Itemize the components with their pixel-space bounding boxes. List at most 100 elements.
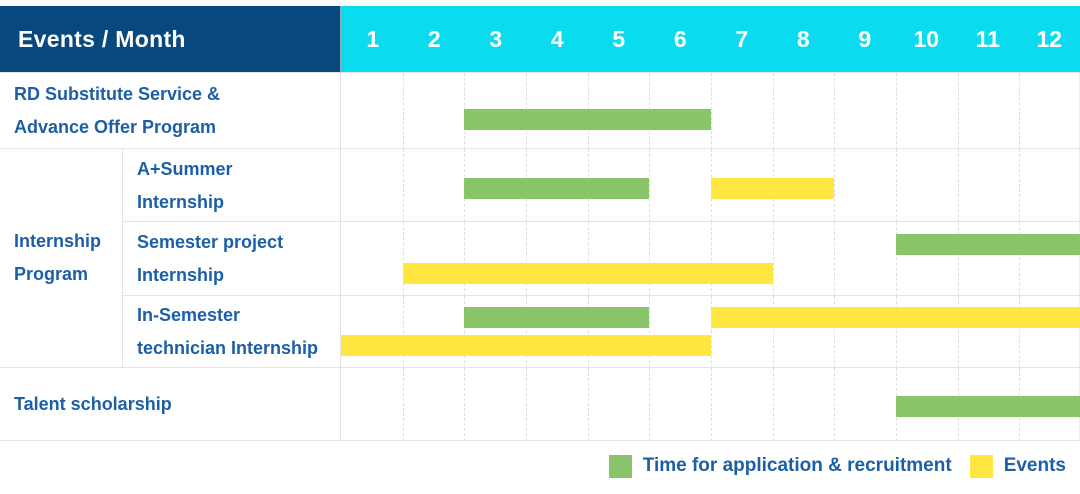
legend: Time for application & recruitment Events [608, 452, 1066, 480]
row-label-line: A+Summer [137, 158, 233, 179]
green-bar-months-10-12 [896, 234, 1080, 255]
month-gridline [772, 368, 774, 441]
yellow-bar-months-7-12 [711, 307, 1080, 328]
month-gridline [464, 368, 466, 441]
chart-cell-rd-substitute-advance-offer [340, 73, 1080, 149]
table-row-in-semester-technician-internship: In-Semester technician Internship [0, 296, 1080, 368]
month-gridline [834, 368, 836, 441]
row-label-line: Semester project [137, 232, 284, 252]
row-label-a-summer-internship: A+Summer Internship [123, 149, 340, 222]
month-gridline [649, 296, 651, 368]
month-header-11: 11 [975, 25, 1000, 52]
month-gridline [526, 296, 527, 368]
row-label-line: In-Semester [137, 305, 241, 325]
green-bar-months-3-5 [464, 307, 650, 328]
month-gridline [957, 296, 959, 368]
row-label-line: Internship [137, 265, 225, 285]
month-gridline [711, 73, 712, 149]
month-gridline [526, 222, 527, 296]
table-row-rd-substitute-advance-offer: RD Substitute Service & Advance Offer Pro… [0, 73, 1080, 149]
month-header-9: 9 [858, 25, 872, 52]
row-label-rd-substitute-advance-offer: RD Substitute Service & Advance Offer Pro… [0, 73, 340, 149]
legend-label: Time for application & recruitment [642, 455, 952, 476]
month-header-8: 8 [796, 25, 810, 52]
month-gridline [587, 222, 589, 296]
row-divider [0, 148, 1080, 149]
month-gridline [772, 222, 774, 296]
month-header-strip: 1 2 3 4 5 6 7 8 9 10 11 12 [340, 6, 1080, 72]
green-bar-months-3-6 [464, 109, 711, 130]
row-label-line: Talent scholarship [14, 394, 172, 414]
month-gridline [834, 73, 836, 149]
table-header-row: Events / Month 1 2 3 4 5 6 7 8 9 10 11 12 [0, 6, 1080, 73]
row-label-line: RD Substitute Service & [14, 84, 221, 104]
month-header-5: 5 [612, 25, 626, 52]
month-gridline [464, 296, 466, 368]
month-gridline [526, 368, 527, 441]
month-gridline [649, 149, 651, 222]
month-gridline [402, 73, 404, 149]
row-label-line: Internship [137, 191, 225, 212]
month-gridline [711, 368, 712, 441]
group-label-line: Program [14, 263, 89, 284]
row-divider [123, 221, 1080, 222]
legend-label: Events [1003, 455, 1066, 476]
month-gridline [587, 296, 589, 368]
month-gridline [896, 73, 897, 149]
month-header-10: 10 [913, 25, 940, 52]
events-month-corner-header: Events / Month [0, 6, 340, 72]
chart-cell-in-semester-technician-internship [340, 296, 1080, 368]
month-gridline [402, 296, 404, 368]
yellow-bar-months-1-6 [341, 335, 711, 356]
row-divider [123, 295, 1080, 296]
legend-item-yellow: Events [969, 454, 1066, 478]
month-gridline [649, 222, 651, 296]
month-header-3: 3 [489, 25, 503, 52]
chart-cell-a-summer-internship [340, 149, 1080, 222]
row-divider [0, 367, 1080, 368]
yellow-bar-months-2-7 [402, 263, 773, 284]
month-gridline [834, 222, 836, 296]
green-bar-months-10-12 [896, 396, 1080, 417]
month-gridline [1019, 222, 1021, 296]
month-gridline [711, 296, 712, 368]
month-header-6: 6 [673, 25, 687, 52]
month-gridline [896, 296, 897, 368]
chart-cell-semester-project-internship [340, 222, 1080, 296]
legend-item-green: Time for application & recruitment [608, 454, 952, 478]
month-gridline [957, 149, 959, 222]
month-gridline [649, 368, 651, 441]
month-gridline [402, 149, 404, 222]
month-gridline [834, 296, 836, 368]
yellow-bar-months-7-8 [711, 178, 835, 199]
table-row-a-summer-internship: A+Summer Internship [0, 149, 1080, 222]
month-gridline [896, 222, 897, 296]
row-label-line: technician Internship [137, 338, 319, 358]
month-gridline [1019, 296, 1021, 368]
table-row-talent-scholarship: Talent scholarship [0, 368, 1080, 441]
schedule-table: Events / Month 1 2 3 4 5 6 7 8 9 10 11 12 RD Substi… [0, 6, 1080, 441]
month-header-7: 7 [735, 25, 749, 52]
row-label-semester-project-internship: Semester project Internship [123, 222, 340, 296]
table-row-semester-project-internship: Semester project Internship [0, 222, 1080, 296]
month-gridline [772, 73, 774, 149]
month-gridline [402, 368, 404, 441]
month-header-12: 12 [1036, 25, 1063, 52]
month-header-1: 1 [366, 25, 380, 52]
row-label-line: Advance Offer Program [14, 117, 217, 137]
month-gridline [464, 222, 466, 296]
table-body: RD Substitute Service & Advance Offer Pro… [0, 73, 1080, 441]
row-label-talent-scholarship: Talent scholarship [0, 368, 340, 441]
month-header-4: 4 [550, 25, 564, 52]
month-gridline [896, 149, 897, 222]
month-gridline [834, 149, 836, 222]
month-gridline [772, 296, 774, 368]
month-gridline [957, 73, 959, 149]
month-gridline [1019, 149, 1021, 222]
green-swatch-icon [608, 454, 632, 478]
group-label-line: Internship [14, 230, 102, 251]
chart-cell-talent-scholarship [340, 368, 1080, 441]
month-gridline [587, 368, 589, 441]
green-bar-months-3-5 [464, 178, 650, 199]
month-gridline [1019, 73, 1021, 149]
